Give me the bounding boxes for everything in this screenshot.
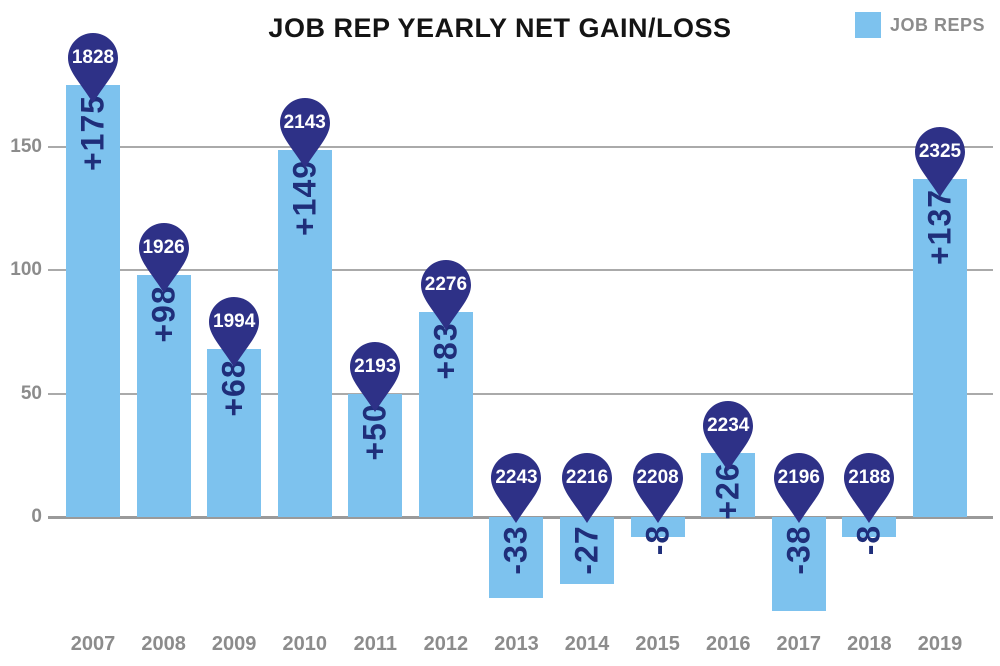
legend: JOB REPS xyxy=(854,12,985,38)
net-label: +98 xyxy=(145,285,182,343)
year-label: 2016 xyxy=(705,633,751,655)
bar xyxy=(560,517,615,584)
net-label: -33 xyxy=(497,524,534,575)
net-label: +175 xyxy=(74,95,111,172)
pin-marker: 2216 xyxy=(562,453,613,523)
pin-marker: 2234 xyxy=(703,400,754,471)
year-label: 2019 xyxy=(917,633,963,655)
pin-total: 2143 xyxy=(283,111,326,133)
pin-marker: 2143 xyxy=(279,97,330,168)
bar xyxy=(912,179,967,517)
pin-total: 1828 xyxy=(71,47,115,69)
year-label: 2015 xyxy=(635,633,680,655)
year-label: 2010 xyxy=(282,633,327,655)
pin-total: 2325 xyxy=(918,141,962,163)
net-label: -8 xyxy=(850,524,887,556)
pin-total: 2208 xyxy=(636,467,679,488)
legend-swatch-icon xyxy=(854,12,881,38)
pin-marker: 2325 xyxy=(914,127,965,198)
pin-marker: 2243 xyxy=(491,453,542,523)
bar xyxy=(771,517,826,611)
pin-icon xyxy=(420,260,471,331)
bar xyxy=(136,275,191,517)
net-label: +83 xyxy=(427,322,464,380)
year-label: 2007 xyxy=(70,633,116,655)
pin-marker: 1828 xyxy=(68,33,118,104)
pin-icon xyxy=(491,453,542,523)
y-tick-label: 100 xyxy=(10,259,42,281)
bar xyxy=(277,149,332,517)
pin-total: 1926 xyxy=(142,237,185,259)
pin-marker: 1994 xyxy=(209,297,260,368)
gridline xyxy=(48,392,993,395)
net-label: -27 xyxy=(568,524,605,575)
bar xyxy=(348,393,403,517)
pin-icon xyxy=(562,453,613,523)
pin-total: 2193 xyxy=(354,355,397,377)
chart-title: JOB REP YEARLY NET GAIN/LOSS xyxy=(268,13,732,43)
pin-icon xyxy=(632,453,683,523)
gridline xyxy=(48,146,993,149)
pin-icon xyxy=(138,223,189,294)
net-label: -8 xyxy=(639,524,676,556)
bar xyxy=(66,85,120,517)
pin-marker: 2193 xyxy=(350,341,401,412)
pin-icon xyxy=(68,33,118,104)
bar xyxy=(842,517,897,537)
bar xyxy=(630,517,685,537)
year-label: 2012 xyxy=(423,633,469,655)
pin-marker: 2196 xyxy=(773,453,824,523)
legend-label: JOB REPS xyxy=(889,14,985,35)
bar xyxy=(207,349,262,517)
year-label: 2008 xyxy=(141,633,186,655)
year-label: 2009 xyxy=(211,633,257,655)
pin-icon xyxy=(703,400,754,471)
year-label: 2017 xyxy=(776,633,822,655)
year-label: 2018 xyxy=(847,633,892,655)
pin-marker: 2188 xyxy=(844,453,895,523)
year-label: 2014 xyxy=(564,633,610,655)
net-label: +68 xyxy=(215,359,252,417)
pin-marker: 1926 xyxy=(138,223,189,294)
net-label: -38 xyxy=(780,524,817,575)
pin-total: 2196 xyxy=(777,467,820,488)
bar xyxy=(489,517,544,599)
net-label: +137 xyxy=(921,189,958,266)
pin-total: 2276 xyxy=(424,274,468,296)
pin-icon xyxy=(773,453,824,523)
pin-marker: 2208 xyxy=(632,453,683,523)
pin-icon xyxy=(844,453,895,523)
pin-total: 2188 xyxy=(848,467,891,488)
year-label: 2011 xyxy=(353,633,397,655)
pin-marker: 2276 xyxy=(420,260,471,331)
bar xyxy=(418,312,473,517)
net-label: +50 xyxy=(356,403,393,461)
y-tick-label: 50 xyxy=(20,382,42,404)
pin-icon xyxy=(279,97,330,168)
pin-total: 1994 xyxy=(213,311,256,333)
pin-icon xyxy=(209,297,260,368)
pin-total: 2234 xyxy=(707,414,750,436)
y-tick-label: 0 xyxy=(31,506,42,527)
net-label: +26 xyxy=(709,462,746,521)
year-label: 2013 xyxy=(494,633,539,655)
pin-icon xyxy=(914,127,965,198)
gridline xyxy=(48,269,993,272)
pin-total: 2216 xyxy=(565,467,609,488)
pin-icon xyxy=(350,341,401,412)
y-tick-label: 150 xyxy=(10,136,42,158)
pin-total: 2243 xyxy=(495,467,538,488)
net-label: +149 xyxy=(286,159,323,236)
